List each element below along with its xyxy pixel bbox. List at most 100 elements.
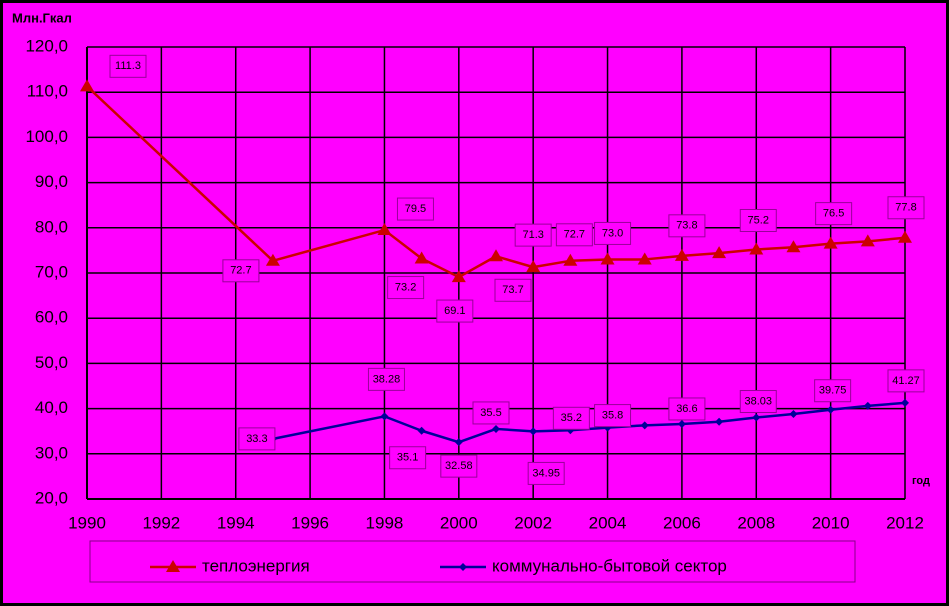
x-tick-label: 2000 (440, 513, 478, 532)
x-tick-label: 1992 (142, 513, 180, 532)
x-tick-label: 1998 (366, 513, 404, 532)
x-tick-label: 2002 (514, 513, 552, 532)
data-label-box (814, 379, 852, 403)
data-label-box (367, 367, 405, 391)
y-tick-label: 70,0 (35, 262, 68, 281)
legend-box (89, 540, 856, 583)
data-point (526, 260, 541, 273)
data-point (823, 236, 838, 249)
data-point (674, 248, 689, 261)
y-tick-label: 110,0 (27, 82, 68, 101)
data-label-box (222, 259, 260, 283)
data-point (451, 270, 466, 283)
data-label-box (739, 208, 777, 232)
data-label: 38.03 (745, 395, 773, 407)
data-label: 72.7 (564, 229, 585, 241)
data-point (789, 410, 798, 419)
y-axis-label: Млн.Гкал (12, 10, 72, 25)
data-label-box (472, 401, 510, 425)
y-tick-label: 60,0 (35, 308, 68, 327)
x-tick-label: 2008 (737, 513, 775, 532)
data-point (80, 79, 94, 92)
data-point (901, 398, 909, 407)
data-point (600, 252, 615, 265)
x-tick-label: 1996 (291, 513, 329, 532)
data-label: 38.28 (373, 373, 401, 385)
data-label-box (389, 446, 427, 470)
data-label-box (527, 461, 565, 485)
x-tick-label: 1994 (217, 513, 255, 532)
x-tick-label: 2004 (589, 513, 627, 532)
data-label: 39.75 (819, 385, 847, 397)
data-point (377, 223, 392, 236)
data-label-box (739, 390, 777, 414)
data-label: 79.5 (405, 203, 426, 215)
legend-marker (459, 563, 467, 571)
data-point (863, 401, 872, 410)
data-label: 76.5 (823, 208, 844, 220)
data-label-box (555, 223, 593, 247)
data-label-box (815, 202, 853, 226)
y-tick-label: 20,0 (35, 488, 68, 507)
data-label: 111.3 (115, 60, 141, 72)
data-point (563, 253, 578, 266)
data-label: 73.8 (676, 220, 697, 232)
x-tick-label: 2006 (663, 513, 701, 532)
data-label-box (594, 404, 632, 428)
data-label: 34.95 (532, 467, 560, 479)
data-point (640, 421, 649, 430)
data-point (826, 405, 835, 414)
data-label-box (887, 369, 925, 393)
data-label-box (552, 406, 590, 430)
data-label-box (668, 397, 706, 421)
data-point (752, 413, 761, 422)
data-label-box (668, 214, 706, 238)
legend-label: теплоэнергия (202, 556, 310, 575)
y-tick-label: 30,0 (35, 443, 68, 462)
data-label-box (396, 197, 434, 221)
data-label-box (109, 54, 147, 78)
y-tick-label: 100,0 (25, 127, 68, 146)
y-tick-label: 40,0 (35, 398, 68, 417)
data-label-box (387, 276, 425, 300)
data-label-box (440, 454, 478, 478)
data-label: 32.58 (445, 460, 473, 472)
data-point (492, 424, 500, 433)
legend-label: коммунально-бытовой сектор (492, 556, 727, 575)
data-point (265, 253, 280, 266)
y-tick-label: 50,0 (35, 353, 68, 372)
data-point (380, 412, 389, 421)
data-point (489, 249, 503, 262)
data-point (414, 251, 429, 264)
data-point (454, 438, 463, 447)
data-label: 73.7 (502, 284, 523, 296)
x-tick-label: 2012 (886, 513, 924, 532)
data-point (749, 242, 764, 255)
data-label: 73.0 (602, 227, 623, 239)
data-label-box (887, 196, 925, 220)
data-point (637, 252, 652, 265)
data-label: 69.1 (444, 305, 465, 317)
chart-background (3, 3, 946, 603)
x-axis-label: год (912, 475, 930, 487)
data-label: 35.8 (602, 409, 623, 421)
y-tick-label: 120,0 (25, 36, 68, 55)
x-tick-label: 2010 (812, 513, 850, 532)
data-label: 75.2 (748, 214, 769, 226)
data-label: 72.7 (230, 265, 251, 277)
data-point (677, 419, 686, 428)
data-label: 73.2 (395, 281, 416, 293)
data-point (715, 417, 724, 426)
data-label-box (436, 299, 474, 323)
data-label-box (494, 278, 532, 302)
data-point (786, 240, 801, 253)
x-tick-label: 1990 (68, 513, 106, 532)
y-tick-label: 90,0 (35, 172, 68, 191)
data-point (417, 426, 426, 435)
data-label: 35.5 (480, 407, 501, 419)
data-label: 35.1 (397, 452, 418, 464)
data-label-box (514, 223, 552, 247)
legend-marker (166, 560, 180, 572)
data-label: 77.8 (895, 202, 916, 214)
